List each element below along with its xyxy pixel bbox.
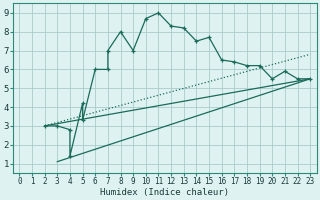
X-axis label: Humidex (Indice chaleur): Humidex (Indice chaleur) [100, 188, 229, 197]
